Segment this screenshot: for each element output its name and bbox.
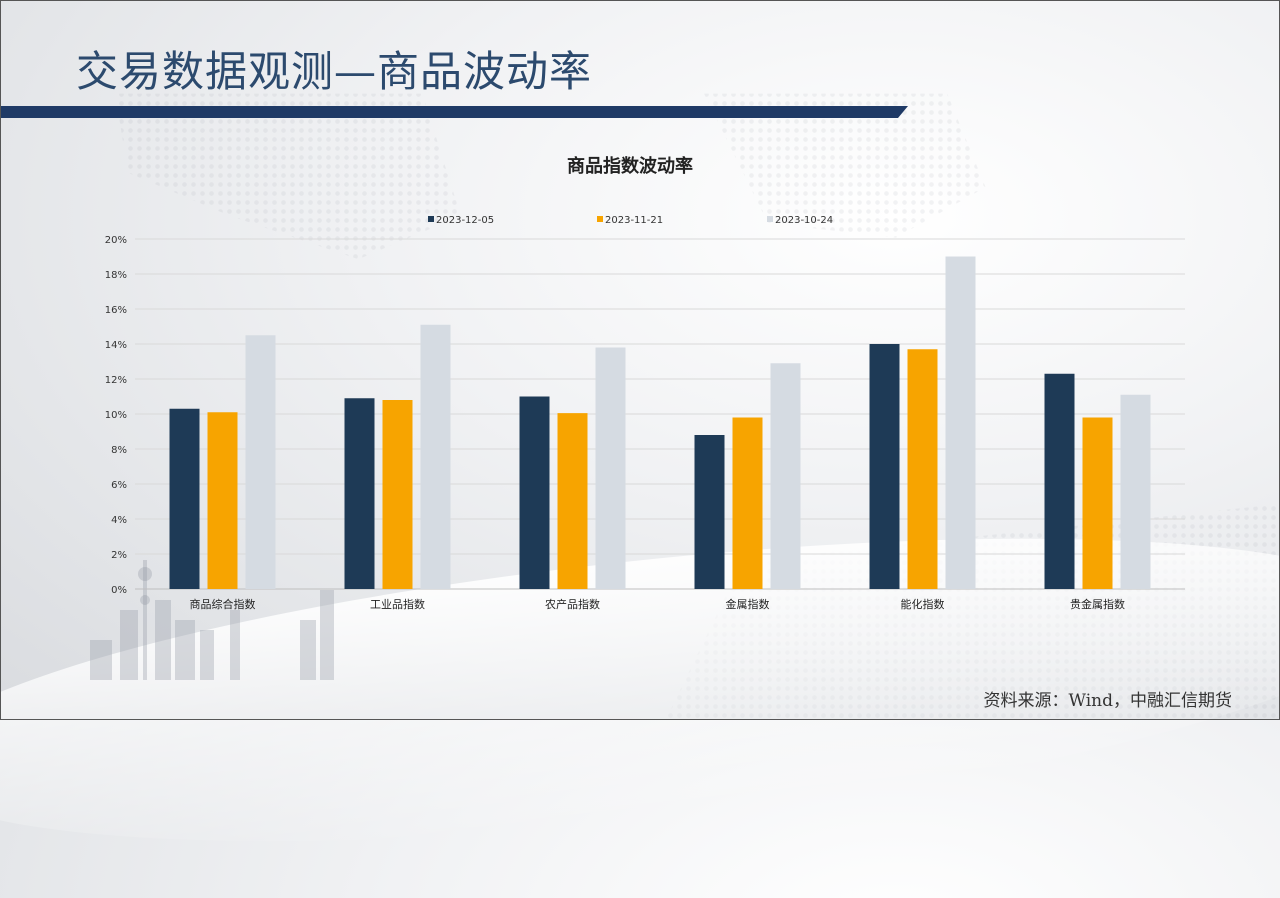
bar <box>945 256 976 589</box>
title-underline-band <box>0 106 908 118</box>
y-tick-label: 10% <box>105 410 127 421</box>
bar <box>420 324 451 589</box>
bar <box>1082 417 1113 589</box>
x-tick-label: 工业品指数 <box>370 597 425 611</box>
page-title: 交易数据观测—商品波动率 <box>76 47 593 96</box>
bar <box>519 396 550 589</box>
city-skyline-decoration <box>90 560 334 680</box>
bar <box>169 408 200 589</box>
bar <box>907 349 938 589</box>
legend-label: 2023-10-24 <box>775 215 833 226</box>
legend-swatch <box>597 216 603 222</box>
y-tick-label: 4% <box>111 515 127 526</box>
bar <box>595 347 626 589</box>
y-tick-label: 12% <box>105 375 127 386</box>
y-tick-label: 14% <box>105 340 127 351</box>
bar <box>245 335 276 589</box>
bar <box>382 400 413 589</box>
legend-swatch <box>767 216 773 222</box>
x-tick-label: 贵金属指数 <box>1070 597 1125 611</box>
bar <box>1120 394 1151 589</box>
legend-label: 2023-12-05 <box>436 215 494 226</box>
bar <box>557 413 588 589</box>
x-tick-label: 农产品指数 <box>545 597 600 611</box>
chart-title: 商品指数波动率 <box>567 156 693 177</box>
y-tick-label: 6% <box>111 480 127 491</box>
bar <box>869 344 900 589</box>
bar <box>732 417 763 589</box>
y-tick-label: 2% <box>111 550 127 561</box>
bar <box>207 412 238 589</box>
x-tick-label: 商品综合指数 <box>190 597 256 611</box>
x-tick-label: 能化指数 <box>901 597 945 611</box>
y-tick-label: 8% <box>111 445 127 456</box>
legend-swatch <box>428 216 434 222</box>
bar <box>344 398 375 589</box>
y-tick-label: 18% <box>105 270 127 281</box>
y-tick-label: 16% <box>105 305 127 316</box>
bar <box>1044 373 1075 589</box>
y-tick-label: 0% <box>111 585 127 596</box>
legend-label: 2023-11-21 <box>605 215 663 226</box>
x-tick-label: 金属指数 <box>726 597 770 611</box>
bar <box>694 435 725 589</box>
bar-chart: 0% 2% 4% 6% 8% 10% 12% 14% 16% 18% 20% 商品综合指数 工业品指数 农… <box>105 215 1185 611</box>
bar <box>770 363 801 589</box>
y-tick-label: 20% <box>105 235 127 246</box>
source-note: 资料来源：Wind，中融汇信期货 <box>983 691 1232 711</box>
